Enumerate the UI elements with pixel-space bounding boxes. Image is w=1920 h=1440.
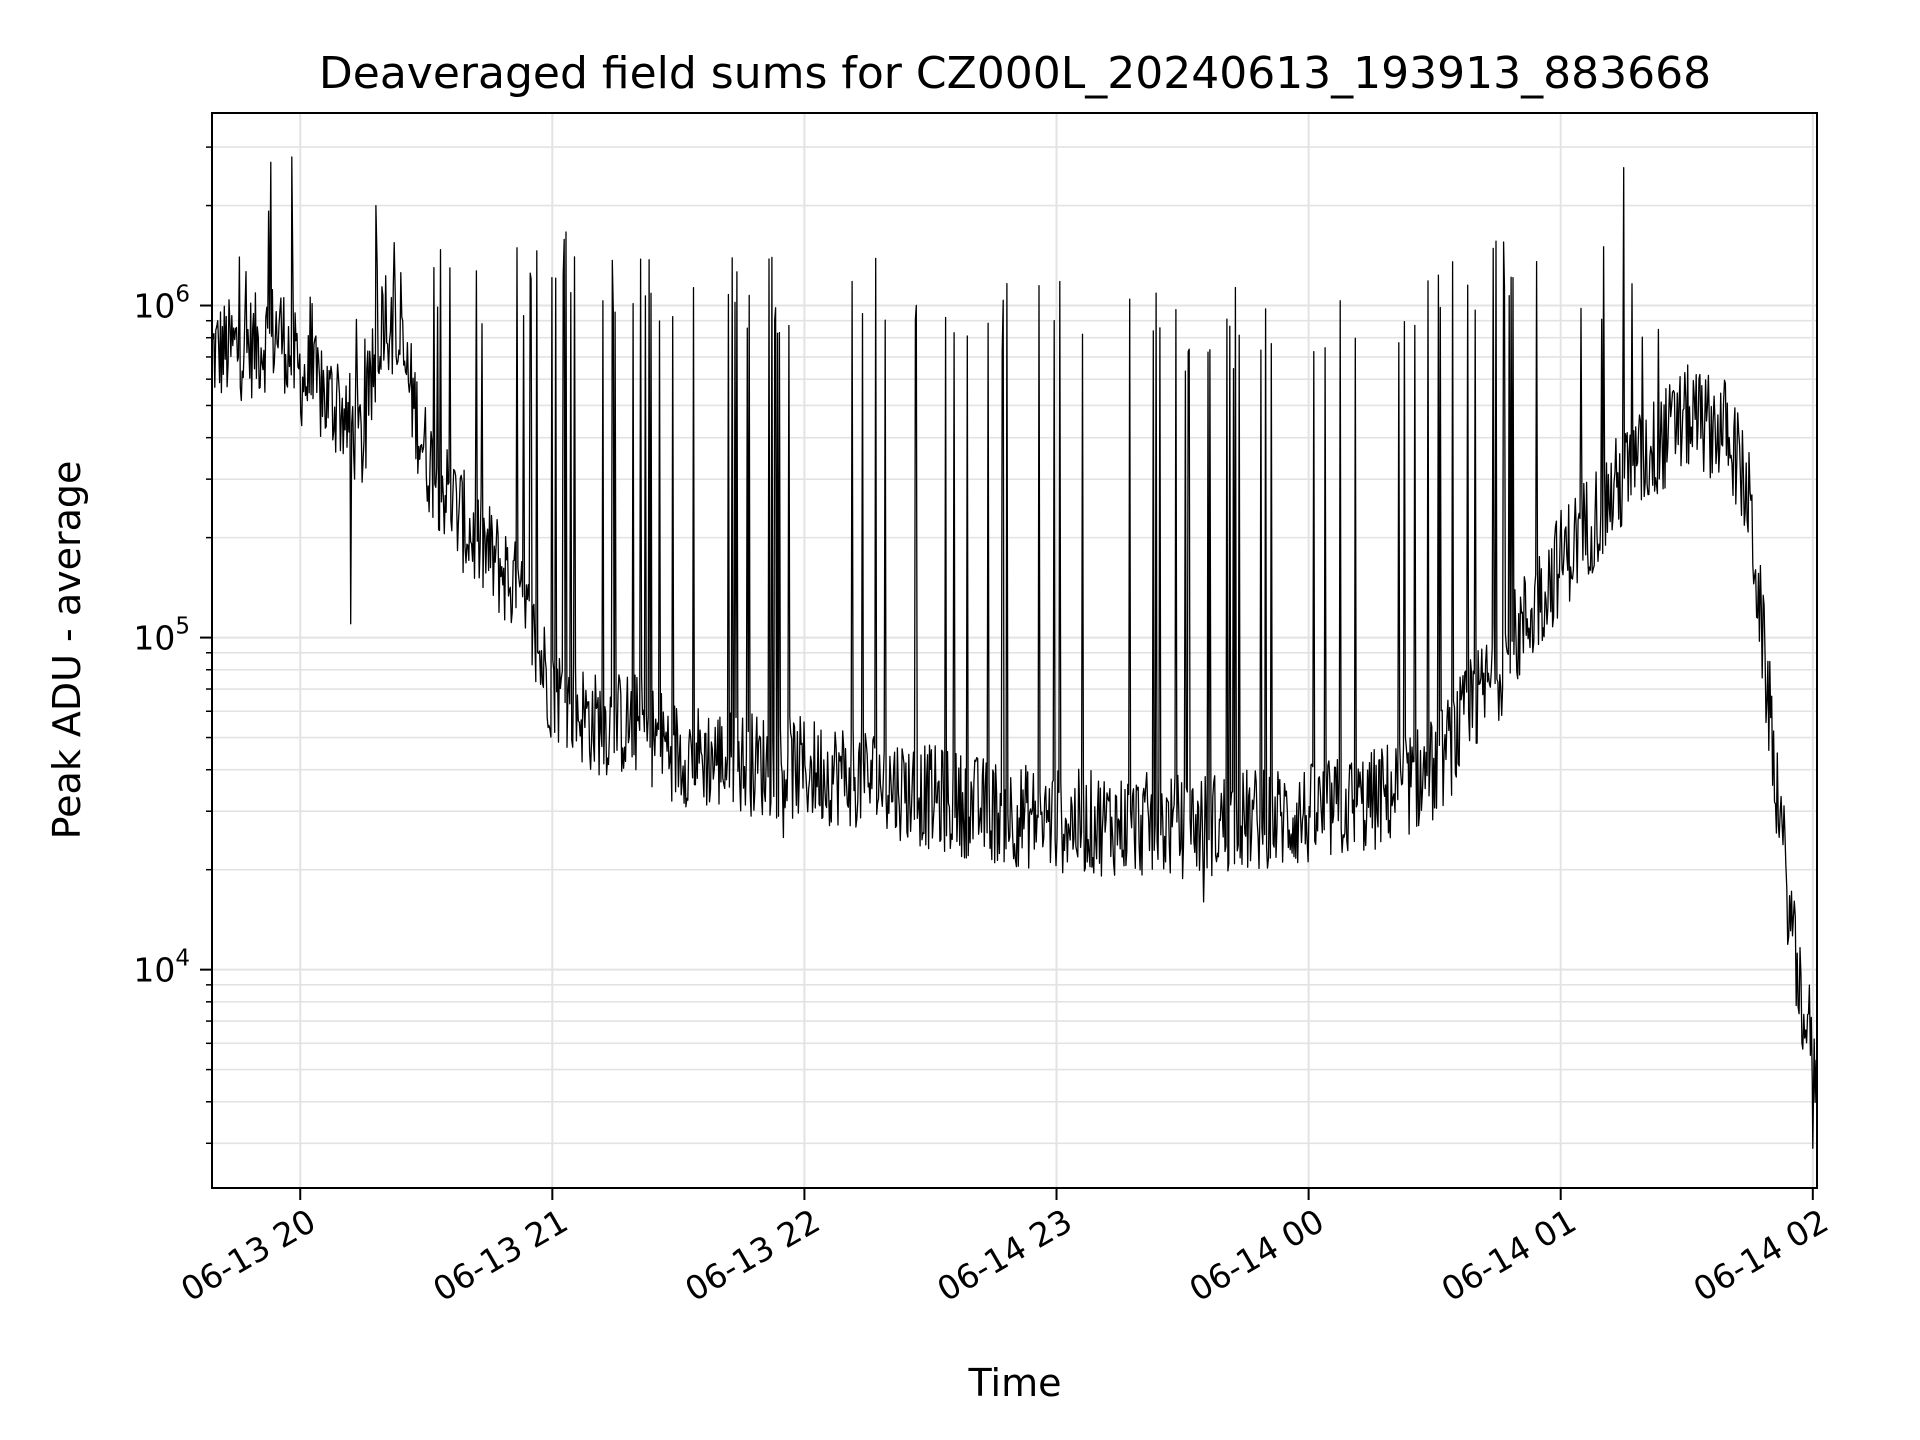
x-tick-label: 06-13 21 (426, 1201, 574, 1309)
x-tick-label: 06-13 20 (174, 1201, 322, 1309)
series-line (211, 156, 1818, 1149)
series-group (211, 156, 1818, 1149)
y-tick-label: 105 (133, 614, 190, 658)
x-tick-label: 06-13 22 (678, 1201, 826, 1309)
y-tick-label: 106 (133, 282, 190, 326)
x-tick-label: 06-14 01 (1435, 1201, 1583, 1309)
x-axis: 06-13 20 06-13 21 06-13 22 06-14 23 06-14 00… (174, 1188, 1835, 1309)
plot-frame (211, 112, 1818, 1189)
y-tick-label: 104 (133, 946, 190, 990)
chart-title: Deaveraged field sums for CZ000L_2024061… (319, 48, 1711, 99)
x-tick-label: 06-14 23 (931, 1201, 1079, 1309)
grid (212, 113, 1817, 1188)
x-tick-label: 06-14 02 (1687, 1201, 1835, 1309)
x-tick-label: 06-14 00 (1183, 1201, 1331, 1309)
y-axis-label: Peak ADU - average (45, 461, 89, 840)
y-axis: 104 105 106 (133, 146, 212, 1145)
x-axis-label: Time (968, 1361, 1062, 1405)
